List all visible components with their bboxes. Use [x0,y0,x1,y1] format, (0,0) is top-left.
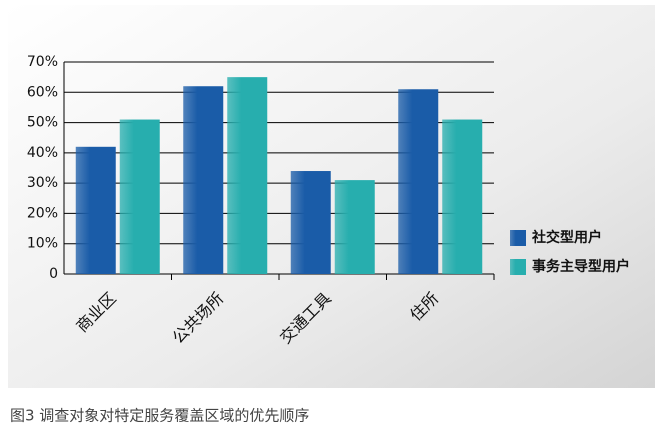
legend-swatch [510,259,526,275]
y-tick-label: 60% [27,84,58,100]
y-tick-label: 0 [49,266,58,282]
y-tick-label: 30% [27,175,58,191]
y-tick-label: 20% [27,205,58,221]
legend-swatch [510,230,526,246]
legend-label: 社交型用户 [531,229,602,246]
legend-label: 事务主导型用户 [532,258,630,275]
bar [227,77,268,275]
y-tick-label: 10% [27,236,58,252]
bar [334,180,375,274]
bar [442,119,483,275]
bar [75,146,116,274]
y-tick-label: 50% [27,115,58,131]
bar [183,86,224,274]
bar [119,119,160,275]
y-tick-label: 40% [27,145,58,161]
y-tick-label: 70% [27,54,58,70]
bar [290,171,331,274]
caption: 图3 调查对象对特定服务覆盖区域的优先顺序 [10,407,309,425]
chart-background [8,5,655,388]
bar [398,89,439,274]
